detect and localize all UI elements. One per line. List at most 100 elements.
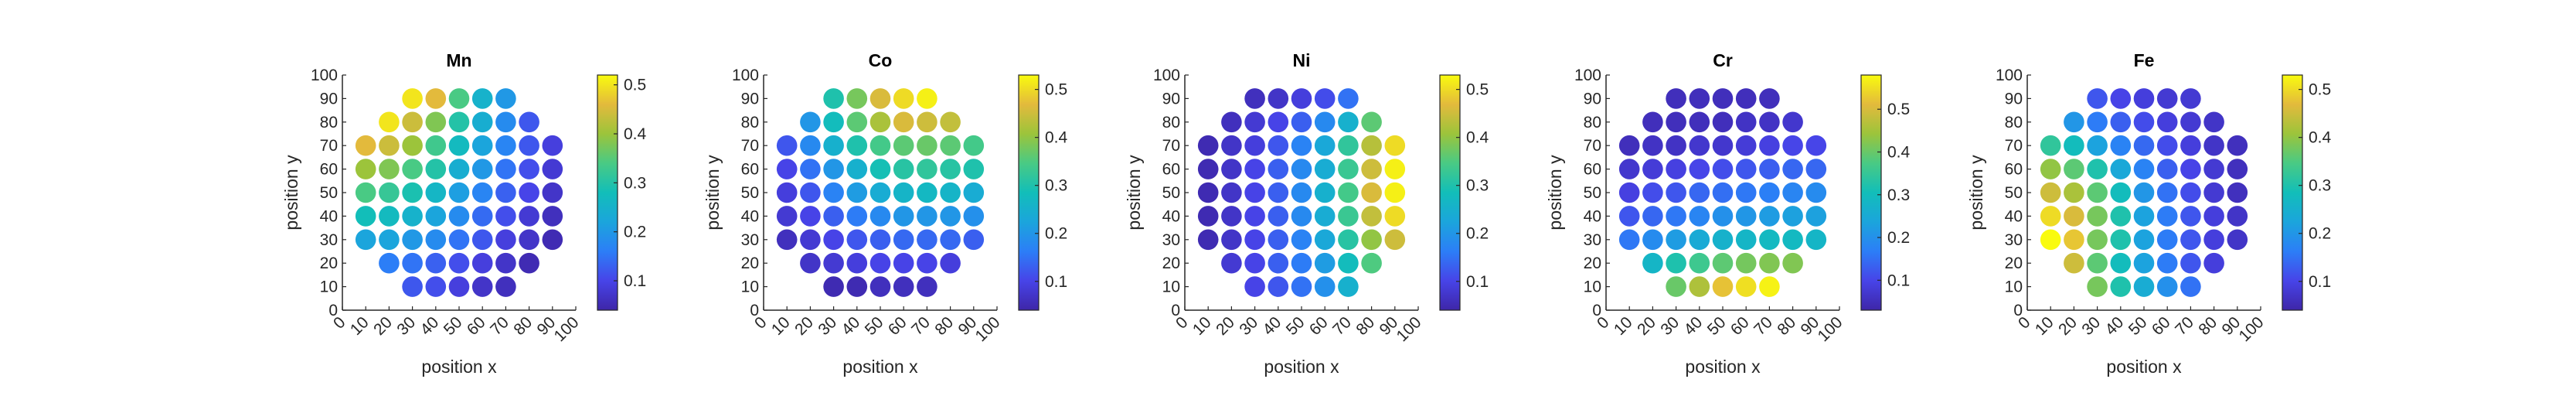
data-point <box>2133 252 2155 274</box>
data-point <box>1805 182 1827 203</box>
data-point <box>1244 182 1265 203</box>
data-point <box>1618 135 1640 156</box>
colorbar-tick-label: 0.1 <box>1045 273 1067 291</box>
data-point <box>495 88 516 109</box>
x-tick-label: 30 <box>1657 313 1683 339</box>
y-tick-label: 40 <box>320 207 338 225</box>
panel-co: Co01020304050607080901000102030405060708… <box>703 50 1068 377</box>
y-tick-label: 20 <box>2005 254 2023 272</box>
data-point <box>1268 229 1289 251</box>
data-point <box>1759 111 1780 133</box>
x-tick-label: 0 <box>1594 313 1613 333</box>
x-tick-label: 70 <box>2172 313 2197 339</box>
data-point <box>355 182 376 203</box>
data-point <box>2087 135 2108 156</box>
data-point <box>1221 229 1242 251</box>
data-point <box>379 252 400 274</box>
data-point <box>893 111 914 133</box>
x-tick-label: 50 <box>862 313 887 339</box>
data-point <box>1712 229 1734 251</box>
data-point <box>2180 135 2201 156</box>
data-point <box>1666 88 1686 109</box>
y-tick-label: 10 <box>741 278 759 296</box>
colorbar-tick-label: 0.3 <box>2309 177 2331 195</box>
x-tick-label: 30 <box>393 313 419 339</box>
data-point <box>471 135 493 156</box>
data-point <box>1759 229 1780 251</box>
data-point <box>2064 182 2084 203</box>
data-point <box>1244 229 1265 251</box>
data-point <box>495 182 516 203</box>
data-point <box>1642 229 1663 251</box>
panel-mn: Mn01020304050607080901000102030405060708… <box>281 50 647 377</box>
data-point <box>1735 252 1757 274</box>
data-point <box>1712 252 1734 274</box>
data-point <box>402 159 423 179</box>
data-point <box>379 229 400 251</box>
y-tick-label: 100 <box>1153 67 1180 84</box>
data-point <box>1314 111 1336 133</box>
data-point <box>2227 135 2248 156</box>
data-point <box>1384 182 1406 203</box>
data-point <box>1759 159 1780 179</box>
data-point <box>2110 229 2132 251</box>
data-point <box>2110 135 2132 156</box>
x-tick-label: 0 <box>330 313 349 333</box>
data-point <box>519 252 539 274</box>
data-point <box>519 135 539 156</box>
data-point <box>2064 206 2084 227</box>
data-point <box>823 182 844 203</box>
colorbar-tick-label: 0.2 <box>1887 229 1910 247</box>
data-point <box>2087 111 2108 133</box>
colorbar-tick-label: 0.5 <box>2309 81 2331 99</box>
data-point <box>1268 276 1289 297</box>
x-tick-label: 70 <box>1329 313 1355 339</box>
data-point <box>1338 88 1359 109</box>
data-point <box>2227 206 2248 227</box>
data-point <box>1291 206 1312 227</box>
data-point <box>1759 135 1780 156</box>
data-point <box>2203 111 2224 133</box>
x-tick-label: 20 <box>370 313 396 339</box>
x-tick-label: 80 <box>510 313 536 339</box>
data-point <box>2064 252 2084 274</box>
data-point <box>846 229 868 251</box>
data-point <box>2203 206 2224 227</box>
data-point <box>800 229 821 251</box>
x-tick-label: 100 <box>972 313 1003 345</box>
data-point <box>355 159 376 179</box>
colorbar-tick-label: 0.3 <box>1045 177 1067 195</box>
data-point <box>1291 159 1312 179</box>
data-point <box>1666 111 1686 133</box>
data-point <box>1782 111 1803 133</box>
data-point <box>1338 229 1359 251</box>
x-tick-label: 40 <box>1681 313 1707 339</box>
data-point <box>1314 276 1336 297</box>
y-tick-label: 30 <box>1584 231 1601 249</box>
data-point <box>2087 182 2108 203</box>
colorbar-tick-label: 0.2 <box>2309 225 2331 243</box>
colorbar <box>1018 74 1040 311</box>
data-point <box>823 229 844 251</box>
y-tick-label: 80 <box>1162 114 1180 131</box>
data-point <box>448 229 470 251</box>
data-point <box>379 135 400 156</box>
data-point <box>1314 182 1336 203</box>
data-point <box>1314 229 1336 251</box>
data-point <box>869 206 891 227</box>
data-point <box>917 88 938 109</box>
data-point <box>2156 111 2178 133</box>
y-tick-label: 10 <box>1162 278 1180 296</box>
data-point <box>1618 229 1640 251</box>
colorbar-tick-label: 0.4 <box>2309 129 2332 147</box>
data-point <box>917 135 938 156</box>
y-tick-label: 60 <box>741 161 759 179</box>
data-point <box>1244 111 1265 133</box>
data-point <box>471 88 493 109</box>
y-tick-label: 50 <box>741 184 759 202</box>
data-point <box>963 229 985 251</box>
data-point <box>1712 88 1734 109</box>
data-point <box>1735 182 1757 203</box>
data-point <box>519 182 539 203</box>
data-point <box>1642 135 1663 156</box>
